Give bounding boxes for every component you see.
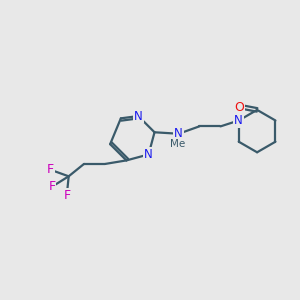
Text: N: N	[134, 110, 143, 122]
Text: N: N	[234, 114, 243, 127]
Text: O: O	[235, 101, 244, 114]
Text: F: F	[64, 189, 71, 202]
Text: N: N	[144, 148, 153, 161]
Text: Me: Me	[170, 139, 186, 149]
Text: N: N	[174, 127, 183, 140]
Text: F: F	[48, 179, 56, 193]
Text: F: F	[47, 163, 54, 176]
